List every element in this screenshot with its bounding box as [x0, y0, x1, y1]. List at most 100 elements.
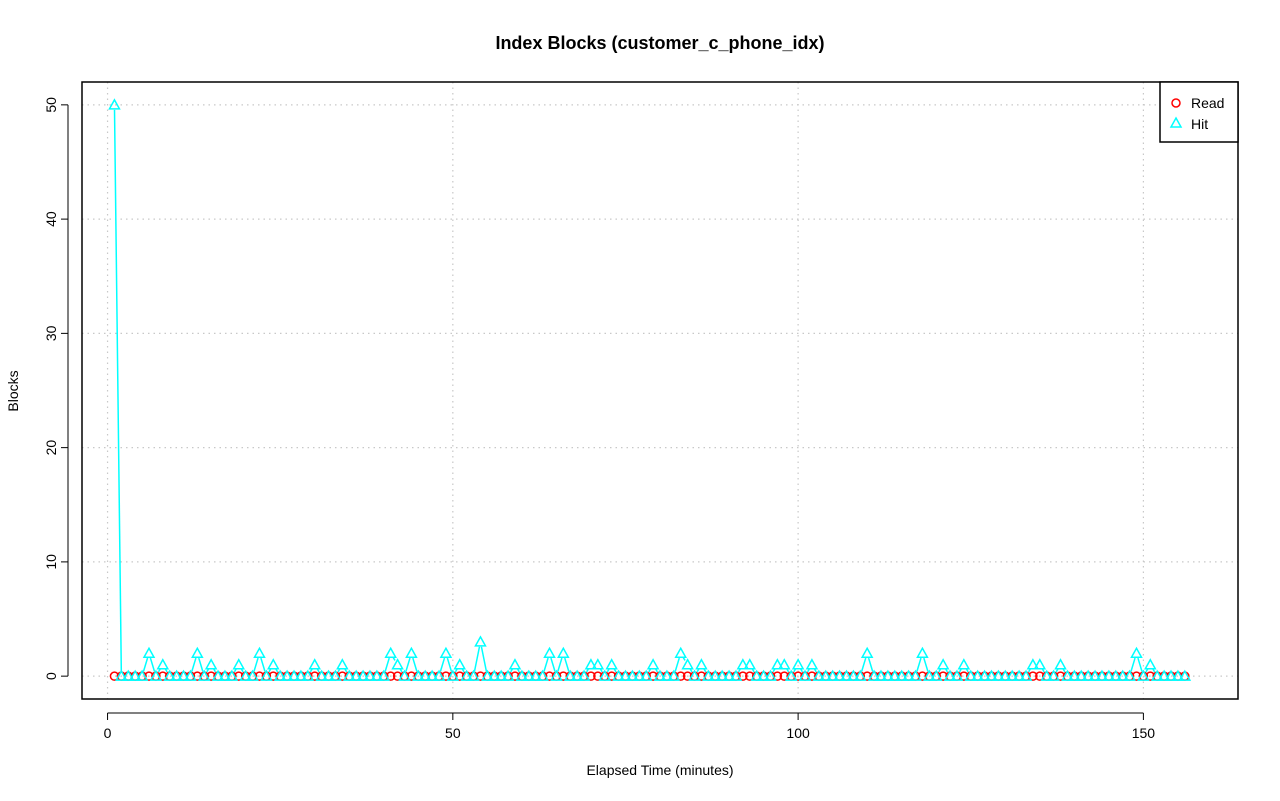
series-segment [399, 668, 403, 673]
legend: Read Hit [1159, 81, 1239, 143]
data-point [1019, 669, 1033, 681]
series-segment [772, 668, 776, 673]
series-segment [1055, 668, 1059, 673]
series-segment [543, 657, 549, 672]
data-point [363, 669, 377, 681]
series-segment [157, 668, 161, 673]
y-axis-label: Blocks [5, 370, 21, 411]
series-segment [392, 657, 396, 661]
data-point [474, 635, 487, 647]
data-point [377, 669, 391, 681]
data-point [1178, 669, 1192, 681]
data-point [660, 669, 674, 681]
data-point [1005, 669, 1019, 681]
data-point [633, 669, 646, 681]
data-point [550, 669, 563, 681]
data-point [819, 669, 833, 681]
data-point [301, 669, 315, 681]
data-point [605, 658, 618, 670]
series-segment [454, 668, 458, 673]
data-point [405, 646, 418, 659]
data-point [978, 669, 991, 681]
data-point [425, 669, 439, 681]
series-segment [1152, 668, 1156, 673]
data-point [840, 669, 853, 681]
data-point [391, 658, 404, 670]
data-point [246, 669, 259, 681]
data-point [971, 669, 984, 681]
data-point [211, 669, 225, 681]
legend-read-marker [1171, 98, 1181, 108]
data-point [481, 669, 494, 681]
data-point [722, 669, 736, 681]
data-point [287, 669, 301, 681]
series-segment [1137, 657, 1143, 672]
data-point [888, 669, 902, 681]
data-point [798, 669, 812, 681]
data-point [336, 658, 349, 670]
series-segment [260, 657, 266, 672]
data-point [1144, 658, 1157, 670]
data-point [881, 669, 895, 681]
data-point [1109, 669, 1123, 681]
series-segment [703, 668, 707, 673]
series-segment [585, 668, 589, 673]
series-segment [613, 668, 617, 673]
series-segment [648, 668, 652, 673]
series-segment [786, 668, 790, 673]
data-point [826, 669, 839, 681]
data-point [515, 669, 529, 681]
series-segment [461, 668, 465, 673]
data-point [833, 669, 846, 681]
series-segment [405, 657, 411, 672]
y-tick-label: 10 [43, 554, 59, 570]
series-segment [793, 668, 797, 673]
series-segment [696, 668, 700, 673]
series-segment [806, 668, 810, 673]
data-point [943, 669, 957, 681]
data-point [874, 669, 888, 681]
y-tick-label: 0 [43, 672, 59, 680]
data-point [342, 669, 356, 681]
data-point [895, 669, 908, 681]
data-point [135, 669, 149, 681]
data-point [308, 658, 321, 670]
data-point [1130, 646, 1143, 659]
data-point [646, 658, 660, 670]
chart-title: Index Blocks (customer_c_phone_idx) [495, 33, 824, 53]
series-segment [965, 668, 969, 673]
series-segment [316, 668, 320, 673]
data-point [494, 669, 508, 681]
data-point [356, 669, 370, 681]
data-point [1012, 669, 1026, 681]
y-tick-label: 30 [43, 325, 59, 341]
series-segment [1041, 668, 1045, 673]
series-segment [813, 668, 817, 673]
data-point [529, 669, 542, 681]
series-segment [213, 668, 217, 673]
data-point [177, 669, 190, 681]
data-point [715, 669, 729, 681]
data-point [784, 669, 798, 681]
data-point [128, 669, 142, 681]
x-axis-label: Elapsed Time (minutes) [586, 762, 733, 778]
legend-hit-label: Hit [1191, 116, 1208, 132]
series-segment [1130, 657, 1136, 672]
plot-series [108, 98, 1192, 681]
data-point [225, 669, 239, 681]
data-point [626, 669, 639, 681]
series-segment [439, 657, 446, 672]
data-point [329, 669, 342, 681]
data-point [1171, 669, 1185, 681]
data-point [688, 669, 701, 681]
series-segment [191, 657, 197, 672]
data-point [750, 669, 763, 681]
data-point [653, 669, 667, 681]
y-tick-label: 20 [43, 440, 59, 456]
data-point [370, 669, 384, 681]
data-point [557, 646, 570, 659]
data-point [536, 669, 549, 681]
series-segment [557, 657, 563, 672]
data-point [923, 669, 936, 681]
data-point [757, 669, 770, 681]
